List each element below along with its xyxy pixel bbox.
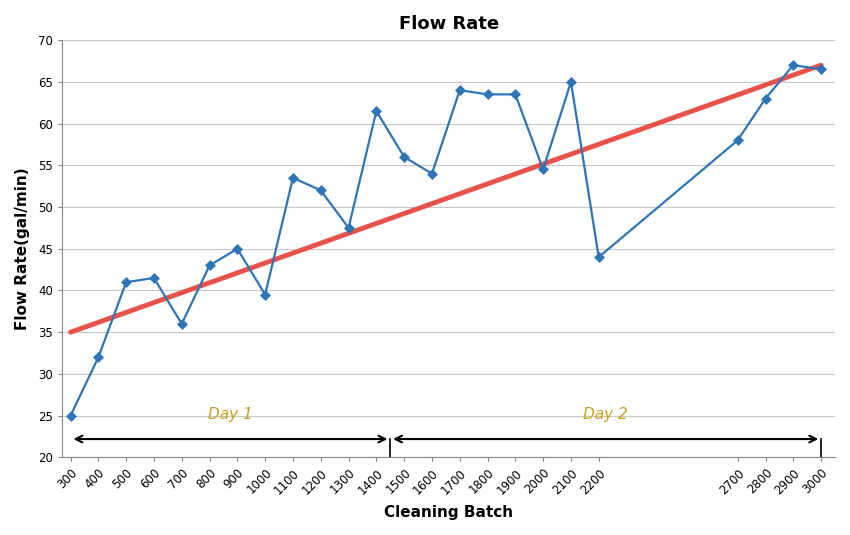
Title: Flow Rate: Flow Rate — [399, 15, 499, 33]
Y-axis label: Flow Rate(gal/min): Flow Rate(gal/min) — [15, 167, 30, 330]
X-axis label: Cleaning Batch: Cleaning Batch — [384, 505, 513, 520]
Text: Day 1: Day 1 — [208, 407, 252, 422]
Text: Day 2: Day 2 — [583, 407, 628, 422]
